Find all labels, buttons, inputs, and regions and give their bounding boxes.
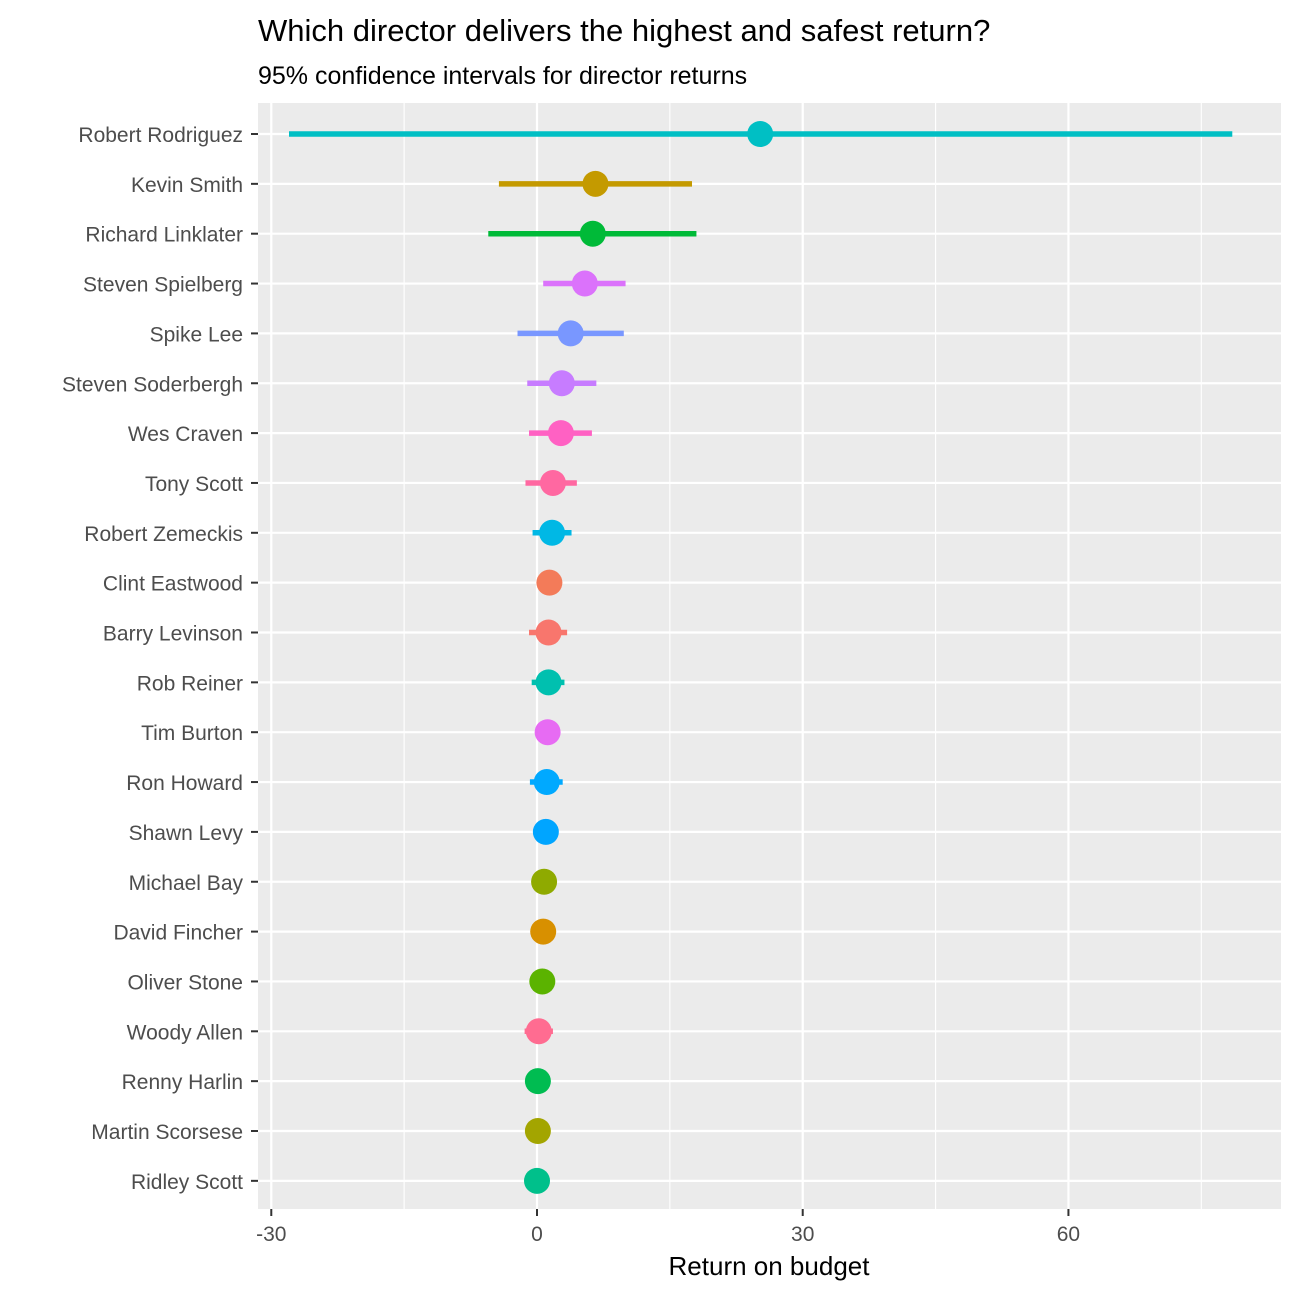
estimate-point [557,320,584,347]
estimate-point [531,868,558,895]
pointrange [524,1167,550,1194]
y-tick-label: Ridley Scott [131,1171,243,1194]
y-tick-label: David Fincher [113,922,243,945]
x-tick-label: 0 [531,1223,543,1246]
y-tick-label: Renny Harlin [122,1071,243,1094]
pointrange [524,1118,551,1144]
estimate-point [532,818,559,845]
y-tick-label: Martin Scorsese [91,1121,243,1144]
x-tick-label: 60 [1057,1223,1080,1246]
x-axis-label: Return on budget [669,1251,871,1281]
pointrange [532,818,559,845]
y-tick-label: Shawn Levy [129,822,244,845]
estimate-point [524,1167,550,1194]
pointrange [543,270,626,297]
estimate-point [548,370,575,397]
estimate-point [579,220,606,247]
estimate-point [524,1118,551,1144]
pointrange [488,220,697,247]
estimate-point [529,968,556,995]
chart-subtitle: 95% confidence intervals for director re… [258,62,747,90]
y-tick-label: Richard Linklater [85,224,243,247]
y-tick-label: Spike Lee [150,323,243,346]
data-marks [289,121,1233,1194]
y-tick-label: Barry Levinson [103,623,243,646]
estimate-point [533,769,560,796]
estimate-point [535,619,562,646]
pointrange [536,569,563,596]
pointrange [529,619,568,646]
estimate-point [536,569,563,596]
grid-lines [258,103,1281,1209]
y-tick-label: Ron Howard [126,772,243,795]
pointrange [531,669,565,696]
pointrange [498,170,692,197]
pointrange [524,1068,551,1095]
pointrange [530,918,557,945]
estimate-point [539,519,566,546]
estimate-point [547,420,574,447]
pointrange [531,868,558,895]
y-tick-label: Robert Zemeckis [84,523,243,546]
y-tick-label: Clint Eastwood [103,573,243,596]
y-tick-label: Michael Bay [129,872,244,895]
estimate-point [530,918,557,945]
estimate-point [582,170,609,197]
y-tick-label: Steven Soderbergh [62,373,243,396]
pointrange [529,769,563,796]
pointrange [524,1018,553,1045]
estimate-point [525,1018,552,1045]
y-tick-label: Oliver Stone [127,971,243,994]
pointrange [517,320,624,347]
y-tick-label: Wes Craven [128,423,243,446]
y-tick-label: Woody Allen [127,1021,243,1044]
pointrange [529,420,592,447]
plot-panel [258,103,1281,1209]
chart-title: Which director delivers the highest and … [258,13,990,48]
pointrange [529,968,556,995]
estimate-point [535,669,562,696]
estimate-point [571,270,598,297]
x-tick-label: 30 [791,1223,814,1246]
y-tick-label: Robert Rodriguez [78,124,243,147]
pointrange [534,719,561,746]
y-tick-label: Tony Scott [145,473,243,496]
y-tick-label: Kevin Smith [131,174,243,197]
estimate-point [524,1068,551,1095]
estimate-point [534,719,561,746]
pointrange [532,519,572,546]
x-tick-label: -30 [256,1223,286,1246]
y-axis: Robert Rodriguez Kevin Smith Richard Linkl… [62,124,258,1194]
pointrange [289,121,1233,147]
y-tick-label: Steven Spielberg [83,274,243,297]
y-tick-label: Tim Burton [141,722,243,745]
pointrange [525,469,577,496]
pointrange [527,370,597,397]
y-tick-label: Rob Reiner [137,672,243,695]
estimate-point [539,469,566,496]
estimate-point [747,121,774,147]
x-axis: -30 0 30 60 [256,1209,1080,1246]
